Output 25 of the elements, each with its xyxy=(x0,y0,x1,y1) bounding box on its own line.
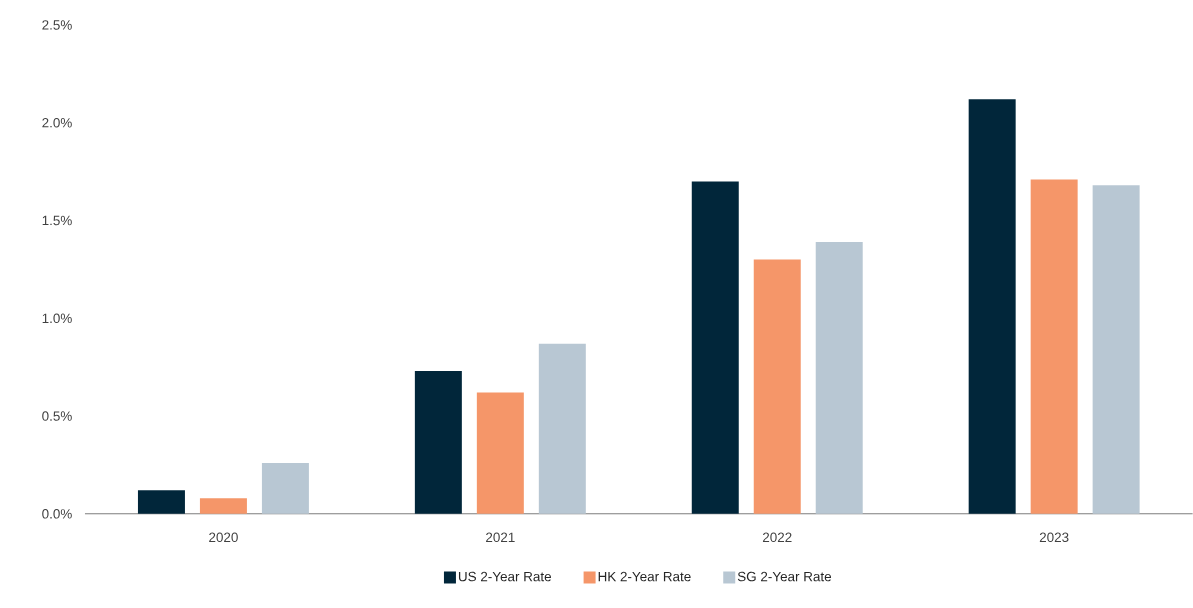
bar xyxy=(1092,185,1140,514)
y-tick-label: 1.5% xyxy=(42,215,72,226)
bar xyxy=(815,242,863,514)
y-tick-label: 1.0% xyxy=(42,313,72,324)
bar xyxy=(753,259,801,514)
x-tick-label: 2023 xyxy=(1039,532,1069,543)
legend-label: US 2-Year Rate xyxy=(458,571,551,582)
y-tick-label: 2.5% xyxy=(42,20,72,30)
x-tick-label: 2022 xyxy=(762,532,792,543)
y-tick-label: 2.0% xyxy=(42,118,72,128)
bar xyxy=(261,463,309,514)
legend-label: SG 2-Year Rate xyxy=(737,571,832,582)
bar xyxy=(538,343,586,514)
x-tick-label: 2020 xyxy=(209,532,238,543)
y-tick-label: 0.5% xyxy=(42,411,72,421)
bar xyxy=(691,181,739,514)
bar xyxy=(137,490,185,514)
bar xyxy=(476,392,524,514)
bar xyxy=(968,99,1016,514)
bar xyxy=(199,498,247,514)
bar xyxy=(1030,179,1078,514)
legend-label: HK 2-Year Rate xyxy=(598,571,691,582)
bar xyxy=(414,371,462,514)
x-tick-label: 2021 xyxy=(486,532,515,543)
y-tick-label: 0.0% xyxy=(42,509,72,519)
